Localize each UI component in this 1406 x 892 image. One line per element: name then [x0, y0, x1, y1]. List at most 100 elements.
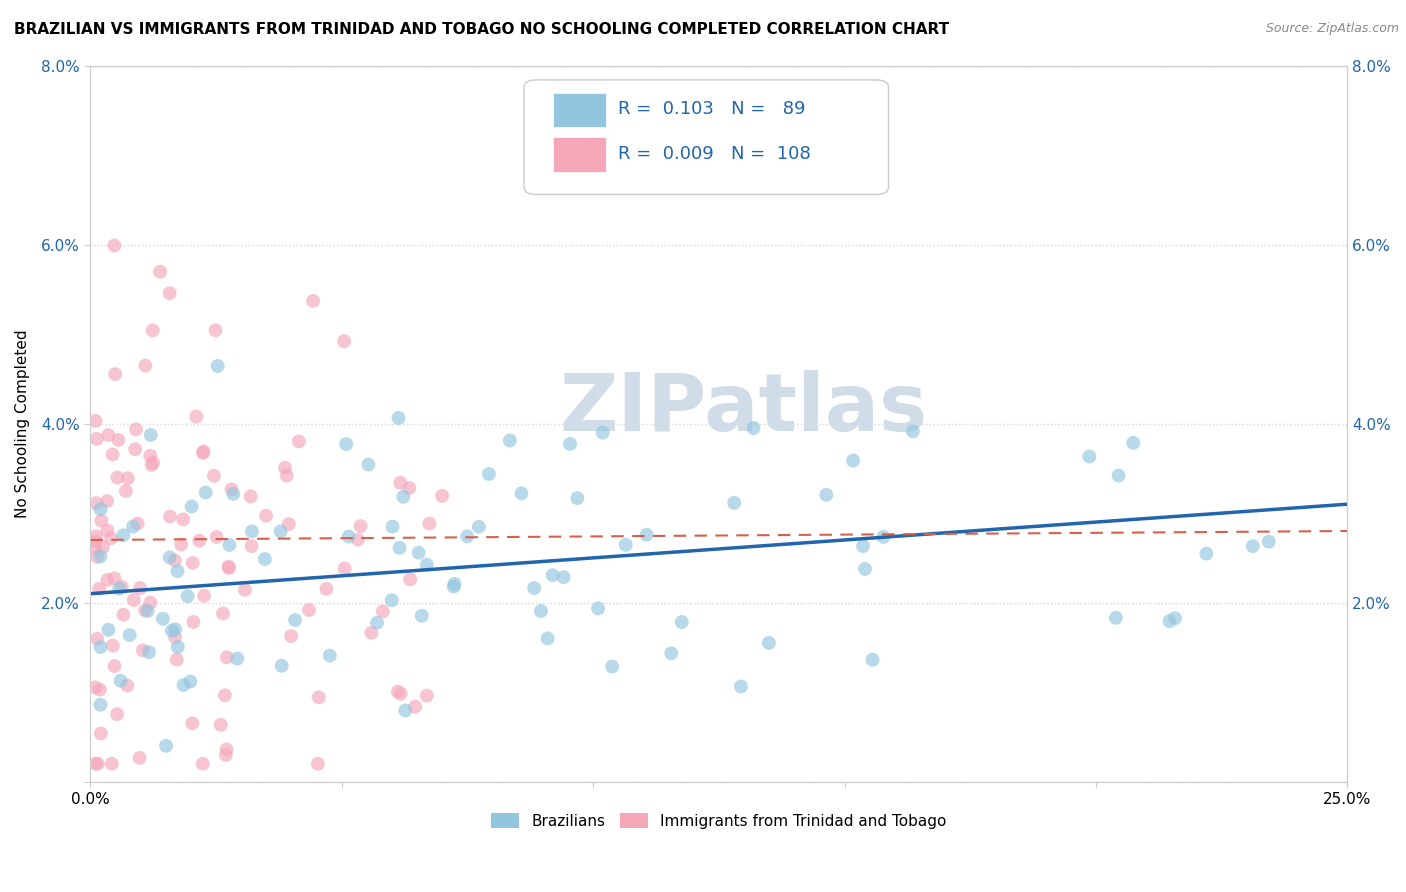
Point	[128, 751, 150, 765]
Point	[96, 494, 118, 508]
Point	[270, 524, 292, 539]
Point	[319, 648, 342, 663]
Point	[139, 595, 162, 609]
Point	[84, 414, 107, 428]
Point	[112, 607, 135, 622]
Point	[853, 562, 876, 576]
Point	[215, 650, 238, 665]
Point	[1195, 547, 1218, 561]
Point	[100, 756, 122, 771]
Point	[333, 561, 356, 575]
Point	[159, 550, 181, 565]
Point	[392, 490, 415, 504]
Point	[381, 593, 404, 607]
Point	[335, 437, 357, 451]
Point	[399, 573, 422, 587]
Point	[1257, 534, 1279, 549]
Point	[191, 756, 214, 771]
Point	[207, 359, 229, 373]
Point	[468, 520, 491, 534]
Point	[97, 623, 120, 637]
Point	[117, 679, 139, 693]
Point	[163, 630, 186, 644]
Point	[1105, 611, 1128, 625]
Point	[636, 528, 658, 542]
Point	[1108, 468, 1130, 483]
Y-axis label: No Schooling Completed: No Schooling Completed	[15, 329, 30, 518]
Point	[84, 756, 107, 771]
Point	[388, 541, 411, 555]
Point	[134, 603, 156, 617]
Point	[222, 487, 245, 501]
Point	[456, 529, 478, 543]
Point	[366, 615, 388, 630]
Point	[253, 552, 276, 566]
Point	[284, 613, 307, 627]
Point	[103, 571, 125, 585]
Point	[215, 742, 238, 756]
Point	[141, 458, 163, 472]
Point	[381, 519, 404, 533]
Point	[233, 582, 256, 597]
Point	[89, 582, 111, 596]
Point	[204, 323, 226, 337]
Point	[499, 434, 522, 448]
Point	[97, 428, 120, 442]
Point	[530, 604, 553, 618]
Point	[91, 540, 114, 554]
Point	[360, 625, 382, 640]
Point	[221, 483, 243, 497]
Point	[1122, 435, 1144, 450]
Point	[315, 582, 337, 596]
Point	[112, 528, 135, 542]
Point	[176, 589, 198, 603]
Point	[404, 699, 426, 714]
Point	[172, 512, 194, 526]
Point	[558, 437, 581, 451]
Point	[209, 718, 232, 732]
Point	[149, 265, 172, 279]
Point	[122, 593, 145, 607]
Point	[138, 645, 160, 659]
Point	[277, 517, 299, 532]
Point	[96, 573, 118, 587]
Point	[103, 238, 125, 252]
Point	[86, 432, 108, 446]
Text: R =  0.103   N =   89: R = 0.103 N = 89	[619, 100, 806, 118]
Point	[180, 500, 202, 514]
Point	[337, 530, 360, 544]
Point	[723, 496, 745, 510]
Point	[165, 623, 187, 637]
Point	[510, 486, 533, 500]
Point	[536, 632, 558, 646]
Point	[160, 624, 183, 638]
Text: ZIPatlas: ZIPatlas	[560, 370, 928, 449]
Point	[302, 293, 325, 308]
Point	[240, 539, 263, 553]
Point	[101, 447, 124, 461]
Point	[288, 434, 311, 449]
Point	[408, 546, 430, 560]
Point	[105, 707, 128, 722]
Point	[125, 422, 148, 436]
Point	[1241, 539, 1264, 553]
Point	[443, 576, 465, 591]
Point	[270, 658, 292, 673]
Point	[124, 442, 146, 457]
Point	[226, 651, 249, 665]
Point	[108, 582, 131, 596]
Point	[84, 496, 107, 510]
Point	[553, 570, 575, 584]
Point	[139, 428, 162, 442]
Point	[852, 539, 875, 553]
Point	[218, 538, 240, 552]
Point	[758, 636, 780, 650]
Point	[586, 601, 609, 615]
Point	[142, 323, 165, 337]
Point	[218, 561, 240, 575]
Point	[84, 529, 107, 543]
Point	[815, 488, 838, 502]
Point	[567, 491, 589, 505]
Point	[96, 524, 118, 538]
Point	[86, 632, 108, 646]
